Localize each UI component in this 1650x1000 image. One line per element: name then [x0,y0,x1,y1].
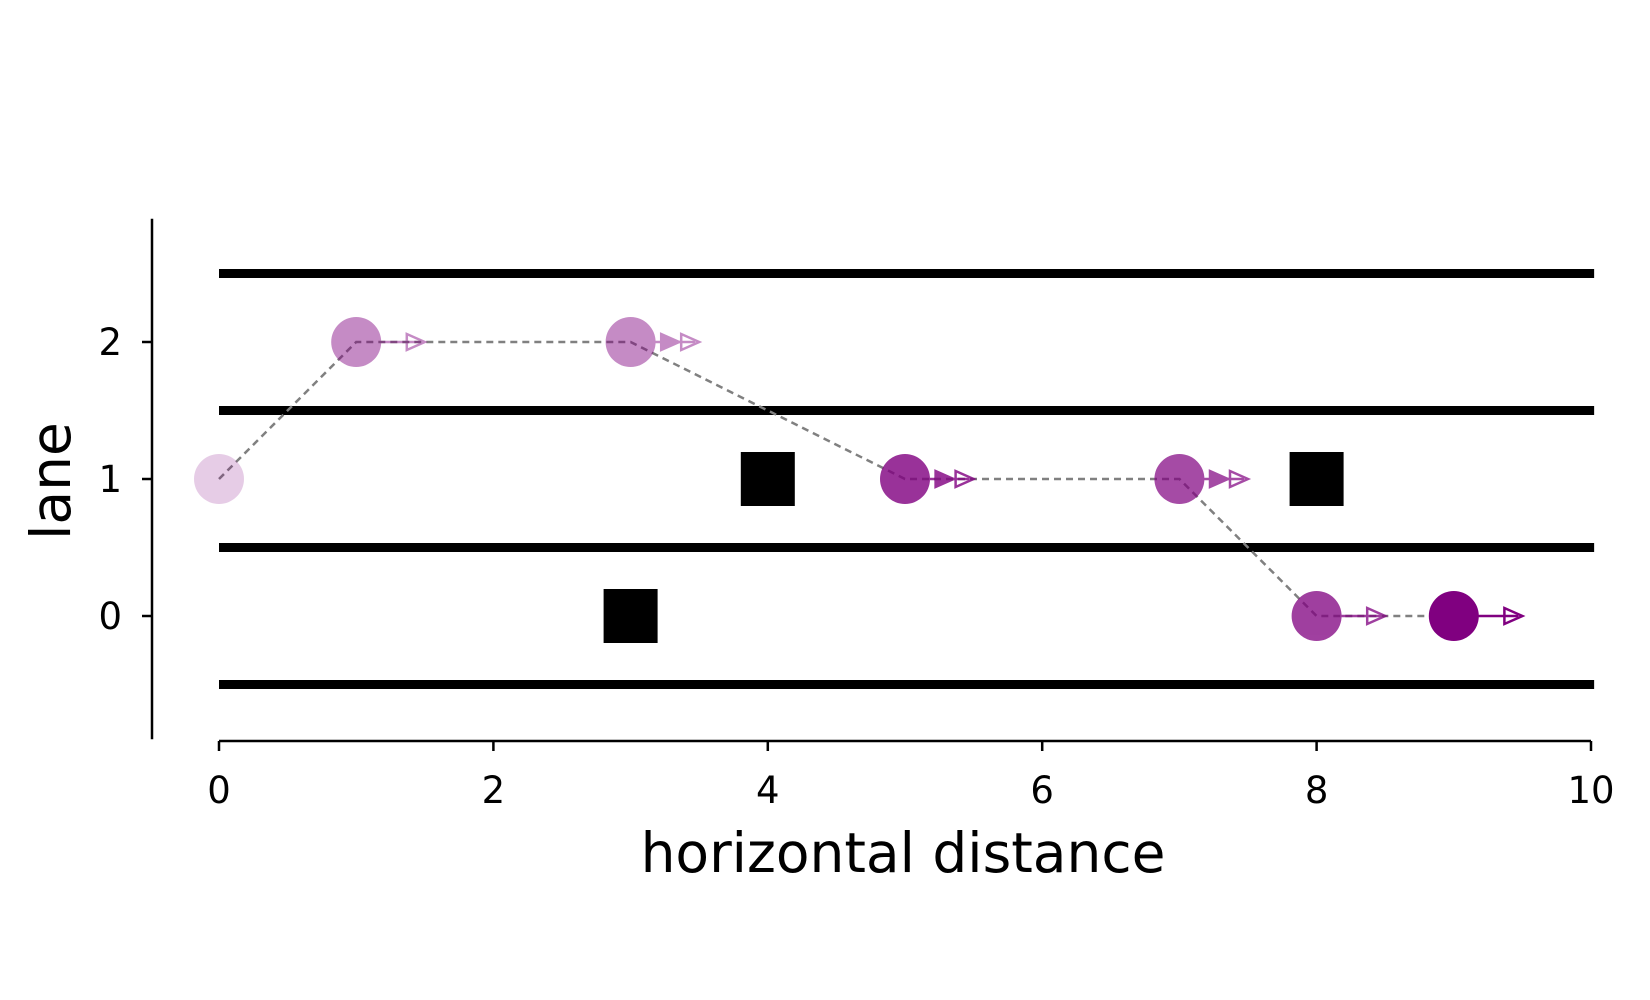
x-tick-label: 0 [207,769,231,812]
agent-position [194,454,244,504]
trajectory-line [218,340,1454,618]
agent-marker [194,454,244,504]
lane-boundaries [219,269,1595,689]
x-tick-label: 8 [1305,769,1329,812]
obstacle-square [603,589,658,643]
velocity-arrow-head [1208,469,1232,489]
velocity-arrow-head [679,332,703,352]
agent-position [880,454,977,504]
axes: 0 2 4 6 8 10 0 1 2 [98,218,1615,812]
obstacle-square [740,452,795,506]
y-axis-title: lane [19,422,83,540]
velocity-arrow-head [1365,606,1389,626]
y-tick-label: 0 [98,595,122,638]
agent-position [1154,454,1252,504]
y-tick-label: 1 [98,458,122,501]
agent-position [331,317,428,367]
agent-position [1428,591,1526,641]
agent-marker [605,317,656,367]
velocity-arrow-head [659,332,683,352]
velocity-arrow-head [1503,606,1526,626]
y-tick-label: 2 [98,321,122,364]
agent-position [1291,591,1389,641]
velocity-arrow-head [934,469,957,489]
agent-positions [194,317,1526,641]
obstacle-square [1289,452,1344,506]
velocity-arrow-head [405,332,428,352]
obstacles [603,452,1344,643]
x-tick-label: 2 [482,769,506,812]
agent-marker [331,317,382,367]
x-tick-label: 4 [756,769,780,812]
x-tick-label: 10 [1567,769,1614,812]
trajectory-path [218,340,1454,618]
agent-position [605,317,703,367]
x-tick-label: 6 [1030,769,1054,812]
x-axis-title: horizontal distance [641,821,1166,885]
